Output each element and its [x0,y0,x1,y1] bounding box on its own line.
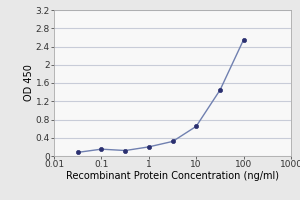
X-axis label: Recombinant Protein Concentration (ng/ml): Recombinant Protein Concentration (ng/ml… [66,171,279,181]
Y-axis label: OD 450: OD 450 [24,65,34,101]
